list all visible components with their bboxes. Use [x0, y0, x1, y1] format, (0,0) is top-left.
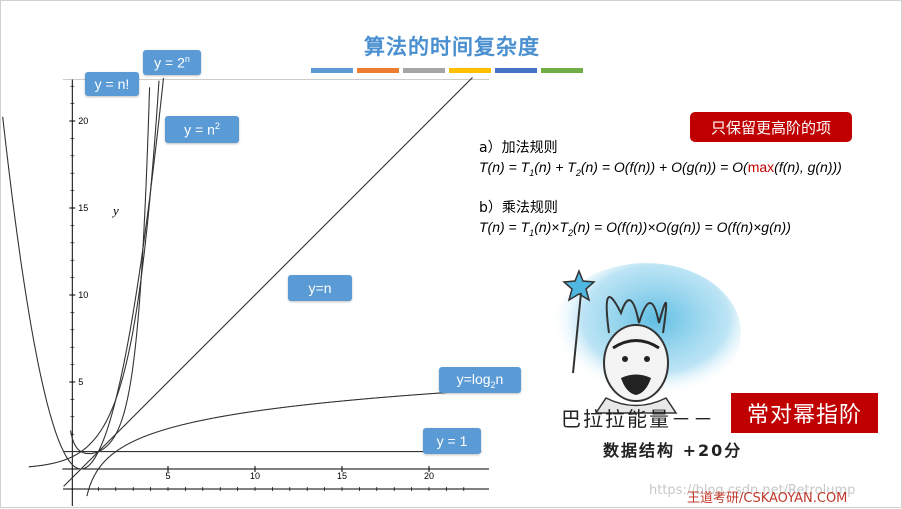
- watermark: https://blog.csdn.net/Retrolump: [649, 483, 856, 498]
- y-tick-label: 20: [78, 116, 88, 126]
- addition-rule: a）加法规则 T(n) = T1(n) + T2(n) = O(f(n)) + …: [479, 137, 842, 178]
- y-axis-label: y: [111, 203, 119, 218]
- accent-bar: [495, 68, 537, 73]
- meme-subcaption: 数据结构 +20分: [603, 441, 743, 460]
- x-tick-label: 20: [424, 471, 434, 481]
- x-tick-label: 5: [165, 471, 170, 481]
- callout-linear: y=n: [288, 275, 352, 301]
- slide-title: 算法的时间复杂度: [364, 35, 540, 59]
- meme-illustration: [551, 263, 741, 414]
- callout-logarithmic-label: y=log2n: [456, 370, 504, 390]
- callout-constant: y = 1: [423, 428, 481, 454]
- multiplication-rule-label: b）乘法规则: [479, 200, 558, 216]
- callout-exponential-label: y = 2n: [154, 54, 190, 71]
- x-tick-label: 10: [250, 471, 260, 481]
- x-tick-label: 15: [337, 471, 347, 481]
- y-tick-label: 10: [78, 290, 88, 300]
- curve-n2: [2, 78, 165, 470]
- multiplication-rule-formula: T(n) = T1(n)×T2(n) = O(f(n))×O(g(n)) = O…: [479, 219, 791, 238]
- callout-exponential: y = 2n: [143, 50, 201, 75]
- accent-bar: [357, 68, 399, 73]
- accent-bar: [541, 68, 583, 73]
- curve-2n: [28, 80, 160, 468]
- accent-bars: [311, 68, 583, 73]
- footer-brand: 王道考研/CSKAOYAN.COM: [687, 491, 848, 506]
- curve-n: [63, 77, 473, 487]
- multiplication-rule: b）乘法规则 T(n) = T1(n)×T2(n) = O(f(n))×O(g(…: [479, 197, 791, 238]
- chart-curves: [2, 77, 482, 497]
- complexity-order-badge: 常对幂指阶: [731, 393, 878, 433]
- curve-n: [70, 87, 151, 455]
- accent-bar: [403, 68, 445, 73]
- y-tick-label: 15: [78, 203, 88, 213]
- y-tick-label: 5: [78, 377, 83, 387]
- callout-logarithmic: y=log2n: [439, 367, 521, 393]
- meme-caption: 巴拉拉能量－－: [561, 407, 715, 431]
- callout-constant-label: y = 1: [436, 433, 468, 449]
- addition-rule-label: a）加法规则: [479, 140, 558, 156]
- addition-rule-formula: T(n) = T1(n) + T2(n) = O(f(n)) + O(g(n))…: [479, 159, 842, 178]
- curve-log2n: [86, 389, 482, 497]
- callout-quadratic-label: y = n2: [184, 121, 220, 138]
- accent-bar: [449, 68, 491, 73]
- callout-quadratic: y = n2: [165, 116, 239, 143]
- callout-factorial: y = n!: [85, 72, 139, 96]
- keep-highest-order-note: 只保留更高阶的项: [690, 112, 852, 142]
- callout-factorial-label: y = n!: [94, 76, 130, 92]
- accent-bar: [311, 68, 353, 73]
- callout-linear-label: y=n: [308, 280, 332, 296]
